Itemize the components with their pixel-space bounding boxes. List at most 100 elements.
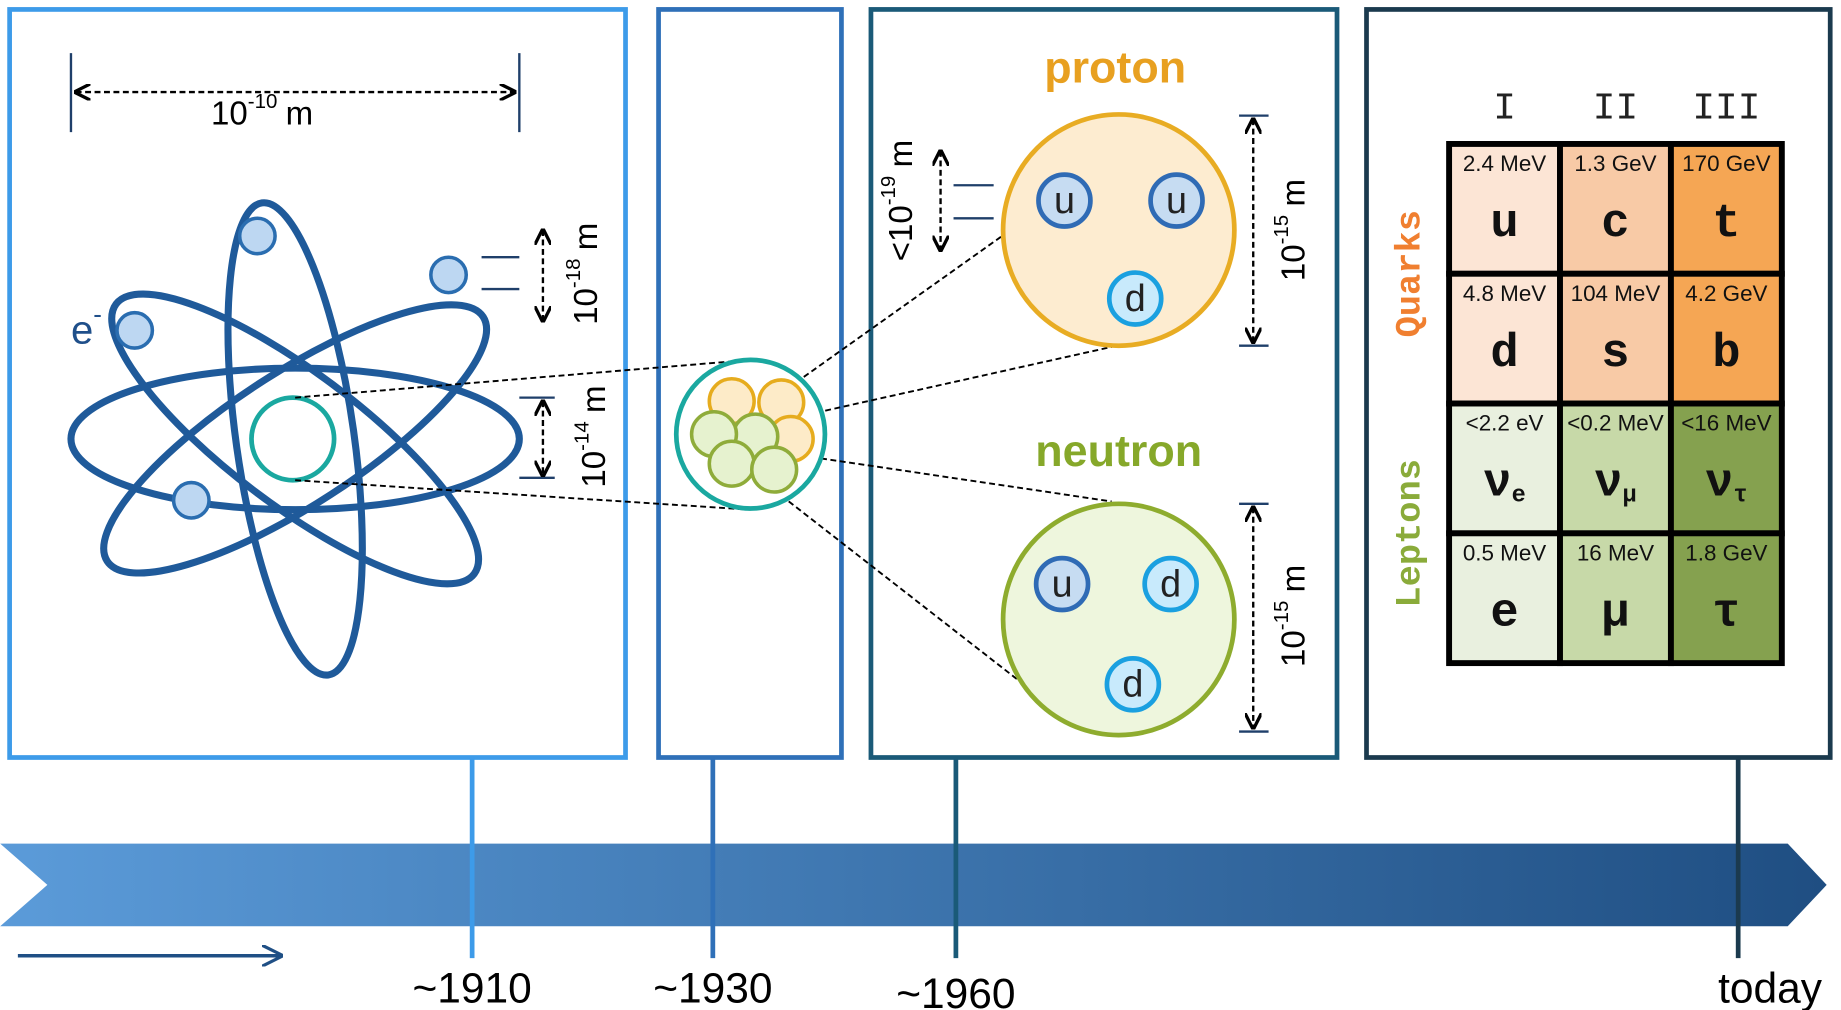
electron-charge: - [93,301,102,329]
particle-letter: b [1712,328,1740,381]
generation-label: II [1593,89,1638,131]
proton-label: proton [1044,42,1186,93]
particle-symbol: νμ [1594,458,1636,511]
electrons [115,216,469,520]
particle-letter: e [1490,588,1518,641]
scale-base: 10 [1274,244,1311,281]
scale-label: <10-19 m [878,140,919,261]
particle-letter: ν [1705,458,1733,511]
particle-subscript: τ [1733,483,1747,510]
particle-symbol: t [1712,199,1740,252]
particle-cell [1667,140,1785,277]
particle-mass: 104 MeV [1571,281,1661,306]
scale-unit: m [286,94,314,131]
timeline-label: ~1960 [896,970,1015,1010]
particle-symbol: e [1490,588,1518,641]
particle-symbol: τ [1712,588,1740,641]
particle-symbol: u [1490,199,1518,252]
timeline-label: ~1930 [653,964,772,1010]
particle-subscript: μ [1623,483,1637,510]
particle-mass: 4.2 GeV [1685,281,1767,306]
particle-letter: ν [1483,458,1511,511]
quark-label: d [1122,663,1143,705]
scale-unit: m [882,140,919,168]
particle-letter: d [1490,328,1518,381]
particle-symbol: d [1490,328,1518,381]
scale-base: <10 [882,205,919,261]
particle-mass: <16 MeV [1681,411,1771,436]
scale-exp: -15 [1271,215,1294,245]
neutron-label: neutron [1035,425,1202,476]
particle-cell [1557,530,1674,667]
particle-mass: 2.4 MeV [1463,151,1546,176]
quark [1106,270,1164,327]
dimension-bars [69,53,1269,733]
nucleus [249,395,337,483]
nucleons [689,376,815,494]
particle-mass: 4.8 MeV [1463,281,1546,306]
timeline-label: ~1910 [412,964,531,1010]
electron-label: e- [71,301,102,352]
quark-label: d [1125,277,1146,319]
particle-mass: <0.2 MeV [1567,411,1664,436]
scale-exp: -10 [248,90,278,113]
panel-atom [7,7,628,760]
particle-letter: u [1490,199,1518,252]
particle-subscript: e [1512,483,1526,510]
particle-cell [1557,400,1674,537]
particle-cell [1557,270,1674,407]
scale-base: 10 [575,451,612,488]
group-label: Quarks [1391,210,1431,337]
scale-base: 10 [566,288,603,325]
orbits [67,199,523,679]
particle-cell [1446,140,1563,277]
electron-symbol: e [71,308,93,352]
content: e-10-10 m10-18m10-14m<10-19m10-15m10-15mp… [71,42,1823,1010]
scale-label: 10-18 m [563,223,604,325]
group-label: Leptons [1391,459,1431,608]
scale-unit: m [1274,179,1311,207]
generation-label: I [1493,89,1516,131]
particle-symbol: b [1712,328,1740,381]
quark-label: u [1166,179,1187,221]
particle-mass: 1.8 GeV [1685,540,1767,565]
particle-letter: ν [1594,458,1622,511]
particle-letter: t [1712,199,1740,252]
particle-mass: 1.3 GeV [1574,151,1656,176]
particle-mass: <2.2 eV [1466,411,1544,436]
scale-exp: -19 [878,176,901,206]
particle-mass: 170 GeV [1682,151,1770,176]
scale-label: 10-10 m [211,90,313,131]
timeline-arrow [0,843,1827,927]
particle-letter: s [1601,328,1629,381]
particle-mass: 0.5 MeV [1463,540,1546,565]
quark [1142,555,1199,613]
scale-base: 10 [1274,630,1311,667]
generation-label: III [1692,89,1760,131]
quark-label: d [1160,562,1181,604]
scale-label: 10-15 m [1271,565,1312,667]
quark-label: u [1054,179,1075,221]
timeline-label: today [1718,964,1823,1010]
scale-unit: m [575,386,612,414]
scale-exp: -18 [563,258,586,288]
quark [1036,172,1093,229]
particle-letter: τ [1712,588,1740,641]
quark [1033,555,1091,613]
particle-letter: c [1601,199,1629,252]
quark [1148,172,1205,229]
dimension-arrows [76,92,1254,728]
particle-symbol: ντ [1705,458,1747,511]
particle-cell [1667,530,1785,667]
particle-letter: μ [1601,588,1629,641]
scale-unit: m [566,223,603,251]
quark-label: u [1052,562,1073,604]
particle-symbol: s [1601,328,1629,381]
particle-symbol: νe [1483,458,1525,511]
scale-label: 10-15 m [1271,179,1312,281]
scale-unit: m [1274,565,1311,593]
scale-base: 10 [211,94,248,131]
particle-symbol: μ [1601,588,1629,641]
scale-exp: -15 [1271,601,1294,631]
